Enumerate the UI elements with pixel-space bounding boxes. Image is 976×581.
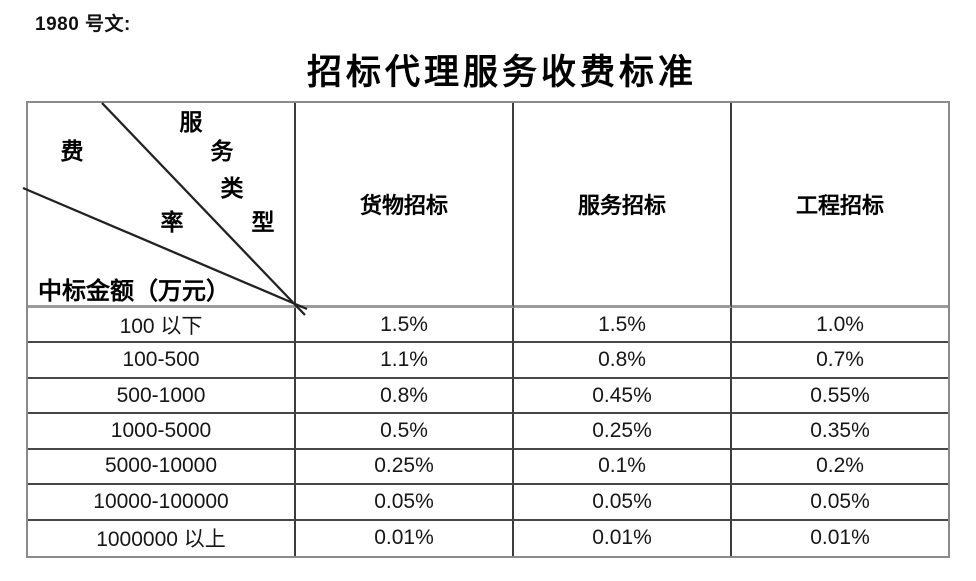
fee-goods-2: 1.1% (296, 343, 514, 379)
fee-services-3: 0.45% (514, 378, 732, 415)
fee-services-6: 0.05% (514, 485, 732, 521)
fee-goods-1: 1.5% (296, 308, 514, 344)
corner-service-type-char-2: 务 (210, 139, 234, 164)
fee-engineering-6: 0.05% (732, 485, 948, 521)
fee-engineering-7: 0.01% (810, 526, 870, 550)
fee-engineering-1: 1.0% (732, 308, 948, 344)
row-label-3: 500-1000 (28, 378, 296, 415)
fee-table: 服 务 类 型 费 率 中标金额（万元） 货物招标 服务招标 工程招标 100 … (22, 101, 950, 558)
row-label-7: 1000000 以上 (28, 520, 296, 556)
row-label-5: 5000-10000 (28, 449, 296, 486)
column-header-services: 服务招标 (514, 103, 732, 308)
corner-service-type-char-4: 型 (251, 210, 275, 235)
column-header-engineering: 工程招标 (732, 103, 948, 308)
fee-services-1: 1.5% (514, 308, 732, 344)
corner-service-type-char-3: 类 (220, 176, 244, 201)
doc-ref-label: 1980 号文: (35, 14, 131, 35)
fee-goods-5: 0.25% (296, 449, 514, 486)
fee-goods-6: 0.05% (296, 485, 514, 521)
fee-goods-4: 0.5% (296, 414, 514, 450)
page-title: 招标代理服务收费标准 (306, 53, 697, 92)
corner-service-type-char-1: 服 (179, 110, 203, 135)
fee-services-7: 0.01% (514, 520, 732, 556)
fee-engineering-3: 0.55% (732, 379, 948, 415)
table-corner-cell: 服 务 类 型 费 率 中标金额（万元） (22, 102, 308, 316)
corner-amount-label: 中标金额（万元） (38, 279, 230, 305)
fee-engineering-5: 0.2% (732, 450, 948, 486)
diagonal-split-lines (22, 102, 308, 316)
row-label-2: 100-500 (28, 343, 296, 379)
fee-goods-3: 0.8% (296, 378, 514, 415)
fee-services-2: 0.8% (514, 343, 732, 379)
fee-goods-7: 0.01% (296, 520, 514, 556)
corner-fee-rate-char-2: 率 (160, 210, 184, 235)
fee-engineering-4: 0.35% (732, 414, 948, 450)
column-header-goods: 货物招标 (296, 103, 514, 308)
row-label-6: 10000-100000 (28, 485, 296, 521)
fee-services-4: 0.25% (514, 414, 732, 450)
fee-engineering-2: 0.7% (732, 343, 948, 379)
row-label-1: 100 以下 (28, 308, 296, 344)
fee-services-5: 0.1% (514, 449, 732, 486)
row-label-4: 1000-5000 (28, 414, 296, 450)
corner-fee-rate-char-1: 费 (60, 139, 84, 164)
